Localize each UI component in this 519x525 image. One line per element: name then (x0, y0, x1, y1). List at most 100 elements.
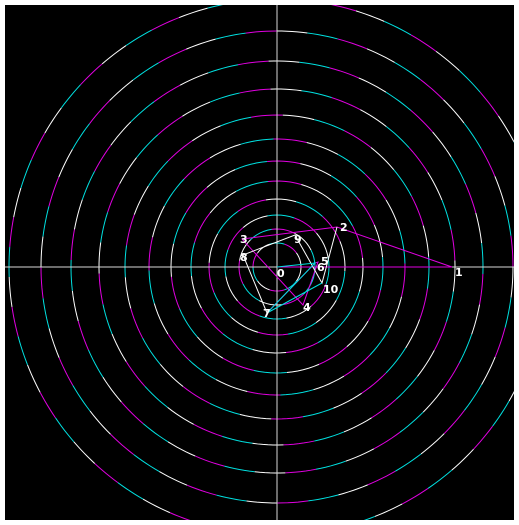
ring-segment (133, 185, 149, 215)
point-label-0: 0 (277, 267, 285, 280)
ring-segment (399, 230, 406, 264)
ring-segment (102, 304, 113, 335)
ring-segment (427, 469, 453, 489)
ring-segment (333, 392, 362, 409)
ring-segment (216, 494, 247, 502)
ring-segment (389, 296, 402, 329)
point-label-9: 9 (294, 233, 302, 246)
ring-segment (58, 149, 73, 178)
ring-segment (225, 276, 238, 302)
ring-segment (142, 423, 169, 443)
ring-segment (443, 99, 465, 124)
ring-segment (40, 267, 44, 299)
ring-segment (331, 97, 361, 111)
ring-segment (188, 359, 217, 380)
ring-segment (346, 320, 369, 348)
ring-segment (153, 303, 169, 335)
ring-segment (42, 206, 50, 237)
ring-segment (498, 115, 514, 143)
ring-segment (89, 410, 111, 435)
ring-segment (361, 372, 387, 394)
ring-6 (170, 160, 384, 374)
ring-segment (55, 417, 75, 443)
ring-3 (224, 214, 330, 320)
ring-segment (81, 171, 95, 200)
ring-segment (208, 233, 219, 263)
ring-segment (179, 72, 209, 86)
ring-segment (170, 276, 181, 310)
ring-segment (417, 350, 435, 377)
ring-segment (94, 144, 112, 172)
ring-segment (164, 178, 185, 207)
ring-segment (510, 266, 514, 298)
ring-segment (192, 125, 221, 142)
ring-segment (98, 242, 102, 274)
ring-segment (148, 270, 155, 304)
ring-segment (70, 259, 73, 291)
ring-segment (209, 143, 241, 159)
ring-segment (173, 212, 187, 244)
ring-segment (427, 172, 443, 201)
ring-segment (286, 306, 312, 319)
point-label-1: 1 (455, 266, 463, 279)
ring-segment (208, 64, 239, 74)
ring-segment (151, 17, 180, 31)
ring-10 (70, 60, 484, 474)
ring-segment (373, 224, 384, 258)
ring-segment (239, 413, 272, 420)
ring-segment (119, 157, 137, 184)
polar-ring-diagram: 0 1 2 3 4 56 7 8 9 10 (5, 5, 514, 520)
ring-segment (8, 246, 11, 278)
ring-segment (201, 307, 224, 335)
ring-segment (358, 77, 387, 93)
ring-segment (471, 304, 481, 335)
ring-segment (257, 280, 270, 291)
ring-segment (464, 384, 483, 411)
ring-segment (343, 417, 372, 433)
point-label-8: 8 (240, 251, 248, 264)
ring-segment (239, 88, 271, 94)
ring-segment (215, 379, 248, 392)
ring-segment (110, 121, 132, 146)
ring-segment (285, 342, 319, 354)
ring-segment (267, 180, 302, 186)
ring-segment (70, 229, 75, 261)
point-label-7: 7 (263, 307, 271, 320)
ring-segment (432, 131, 452, 158)
ring-11 (40, 30, 514, 504)
ring-segment (101, 45, 127, 65)
ring-segment (307, 32, 338, 40)
ring-segment (254, 471, 286, 474)
ring-segment (325, 257, 330, 285)
ring-segment (356, 196, 375, 226)
ring-segment (345, 448, 375, 462)
ring-segment (363, 516, 376, 520)
ring-segment (367, 290, 381, 322)
ring-segment (317, 320, 345, 343)
ring-segment (337, 154, 366, 175)
ring-segment (504, 205, 512, 236)
ring-segment (245, 30, 277, 34)
ring-segment (72, 385, 91, 412)
ring-segment (125, 29, 153, 46)
ring-segment (364, 173, 387, 201)
ring-segment (473, 425, 494, 450)
ring-segment (44, 107, 62, 134)
ring-segment (393, 169, 412, 197)
ring-segment (369, 327, 390, 356)
point-label-3: 3 (240, 233, 248, 246)
ring-segment (159, 364, 184, 387)
ring-segment (330, 175, 358, 198)
ring-segment (27, 364, 41, 393)
ring-segment (370, 147, 395, 170)
ring-segment (142, 337, 161, 365)
ring-segment (295, 266, 302, 282)
ring-segment (366, 48, 395, 63)
ring-segment (147, 160, 169, 187)
ring-segment (237, 60, 269, 66)
ring-segment (481, 243, 484, 275)
ring-segment (126, 214, 135, 246)
ring-segment (463, 122, 482, 149)
ring-segment (410, 110, 434, 133)
ring-segment (492, 400, 510, 427)
